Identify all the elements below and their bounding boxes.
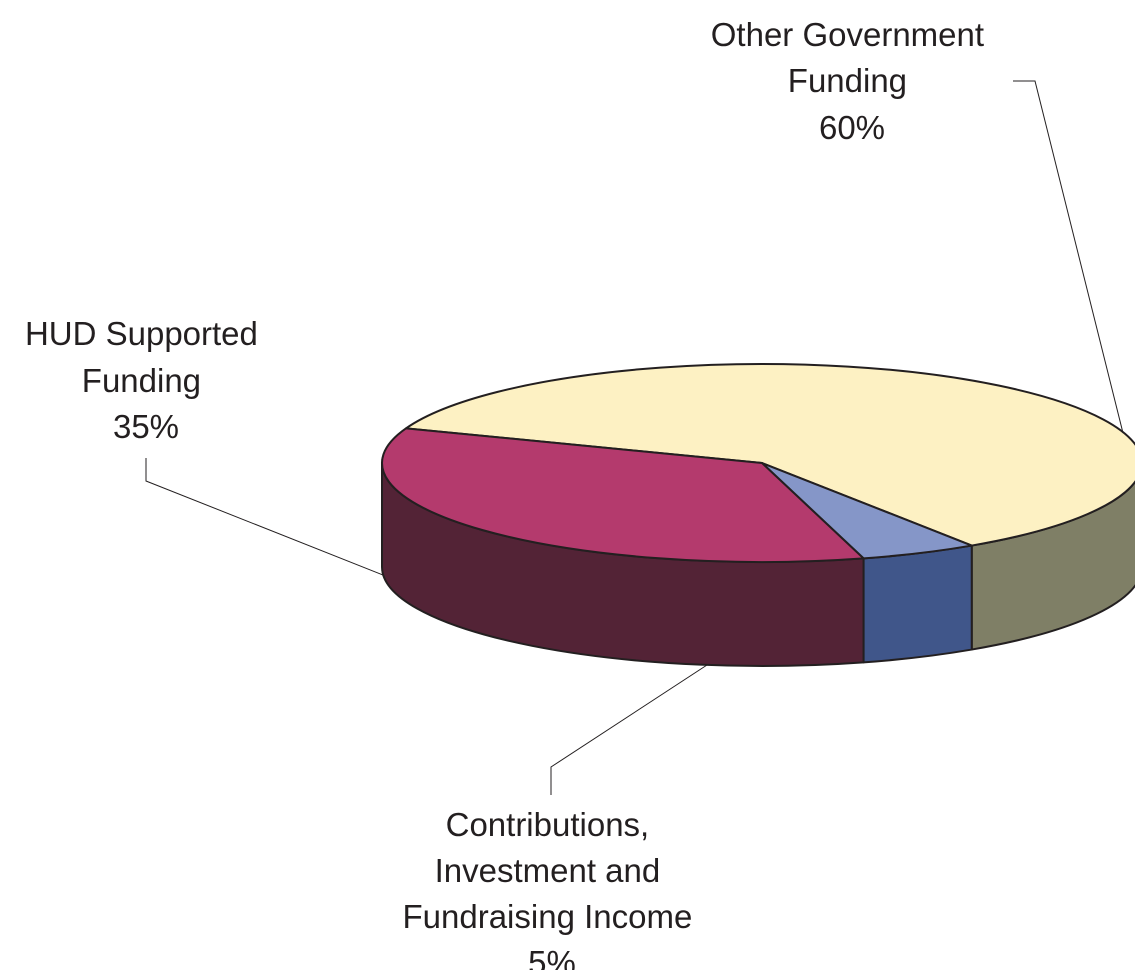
slice-top-2 bbox=[381, 427, 865, 563]
pie-sides bbox=[381, 462, 1135, 667]
pie-tops bbox=[381, 363, 1135, 563]
leader-contributions bbox=[550, 664, 708, 795]
slice-top-0 bbox=[405, 363, 1135, 547]
label-contributions: Contributions, Investment and Fundraisin… bbox=[403, 806, 702, 970]
leader-lines bbox=[145, 80, 1124, 795]
slice-side-1 bbox=[862, 544, 973, 664]
leader-other-government bbox=[1013, 80, 1124, 434]
label-other-government: Other Government Funding 60% bbox=[711, 16, 993, 146]
leader-hud-supported bbox=[145, 458, 384, 576]
label-hud-supported: HUD Supported Funding 35% bbox=[25, 315, 267, 445]
